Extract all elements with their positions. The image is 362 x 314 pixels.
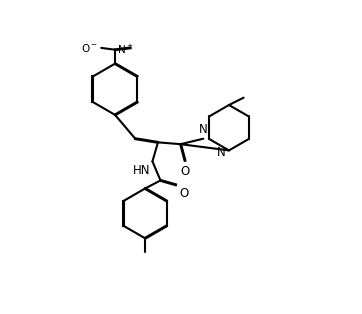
Text: O: O [180,165,190,178]
Text: $\mathregular{O^-}$: $\mathregular{O^-}$ [81,42,98,54]
Text: N: N [217,146,226,159]
Text: N: N [199,123,208,137]
Text: HN: HN [133,164,151,177]
Text: $\mathregular{N^+}$: $\mathregular{N^+}$ [117,43,134,56]
Text: O: O [180,187,189,200]
